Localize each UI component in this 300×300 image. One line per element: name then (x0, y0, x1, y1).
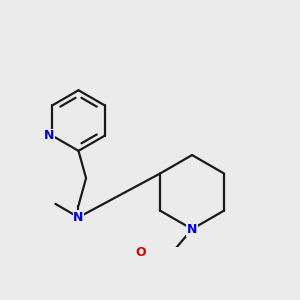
Text: N: N (73, 211, 84, 224)
Text: O: O (135, 246, 146, 259)
Text: N: N (187, 224, 197, 236)
Text: N: N (44, 129, 55, 142)
